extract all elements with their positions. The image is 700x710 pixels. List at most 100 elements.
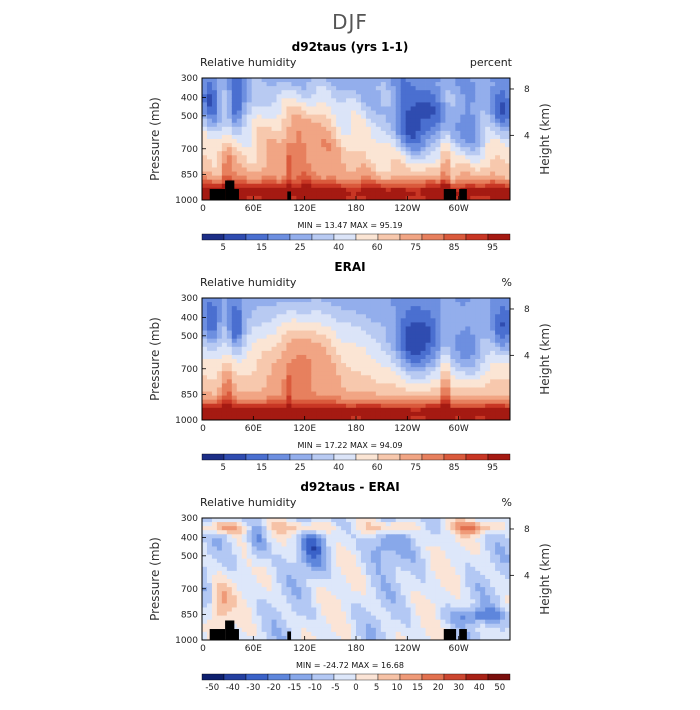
heatmap-cell [386,192,391,196]
heatmap-cell [396,102,401,106]
heatmap-cell [391,392,396,396]
heatmap-cell [242,188,247,192]
heatmap-cell [470,98,475,102]
heatmap-cell [207,94,212,98]
heatmap-cell [222,534,227,538]
heatmap-cell [386,383,391,387]
heatmap-cell [445,102,450,106]
heatmap-cell [227,102,232,106]
heatmap-cell [391,375,396,379]
heatmap-cell [465,184,470,188]
heatmap-cell [450,363,455,367]
heatmap-cell [311,563,316,567]
heatmap-cell [232,559,237,563]
heatmap-cell [311,591,316,595]
heatmap-cell [286,163,291,167]
heatmap-cell [311,400,316,404]
heatmap-cell [242,151,247,155]
heatmap-cell [376,306,381,310]
heatmap-cell [291,359,296,363]
heatmap-cell [222,530,227,534]
heatmap-cell [426,363,431,367]
heatmap-cell [291,392,296,396]
heatmap-cell [356,412,361,416]
heatmap-cell [450,375,455,379]
heatmap-cell [341,326,346,330]
heatmap-cell [301,412,306,416]
heatmap-cell [470,379,475,383]
heatmap-cell [416,412,421,416]
heatmap-cell [272,555,277,559]
heatmap-cell [331,392,336,396]
heatmap-cell [262,563,267,567]
heatmap-cell [485,306,490,310]
heatmap-cell [202,587,207,591]
heatmap-cell [426,94,431,98]
heatmap-cell [326,302,331,306]
heatmap-cell [480,131,485,135]
heatmap-cell [316,188,321,192]
heatmap-cell [490,172,495,176]
heatmap-cell [435,298,440,302]
heatmap-cell [272,192,277,196]
heatmap-cell [281,188,286,192]
heatmap-cell [252,579,257,583]
heatmap-cell [401,184,406,188]
heatmap-cell [262,172,267,176]
heatmap-cell [416,355,421,359]
colorbar-label: 85 [449,463,460,473]
heatmap-cell [341,94,346,98]
heatmap-cell [346,119,351,123]
heatmap-cell [207,387,212,391]
heatmap-cell [401,90,406,94]
heatmap-cell [391,310,396,314]
heatmap-cell [381,522,386,526]
heatmap-cell [366,387,371,391]
heatmap-cell [421,135,426,139]
heatmap-cell [376,534,381,538]
heatmap-cell [426,351,431,355]
heatmap-cell [296,603,301,607]
heatmap-cell [257,396,262,400]
heatmap-cell [227,306,232,310]
heatmap-cell [351,534,356,538]
heatmap-cell [331,612,336,616]
heatmap-cell [316,363,321,367]
heatmap-cell [262,127,267,131]
heatmap-cell [202,530,207,534]
heatmap-cell [401,298,406,302]
heatmap-cell [495,383,500,387]
heatmap-cell [277,587,282,591]
heatmap-cell [316,351,321,355]
heatmap-cell [371,612,376,616]
heatmap-cell [431,326,436,330]
heatmap-cell [267,587,272,591]
heatmap-cell [296,139,301,143]
heatmap-cell [277,159,282,163]
heatmap-cell [366,306,371,310]
heatmap-cell [391,135,396,139]
heatmap-cell [341,396,346,400]
heatmap-cell [341,624,346,628]
heatmap-cell [237,159,242,163]
heatmap-cell [207,612,212,616]
heatmap-cell [242,367,247,371]
heatmap-cell [326,534,331,538]
heatmap-cell [296,607,301,611]
heatmap-cell [431,335,436,339]
heatmap-cell [257,530,262,534]
heatmap-cell [311,603,316,607]
heatmap-cell [262,139,267,143]
heatmap-cell [217,106,222,110]
heatmap-cell [311,612,316,616]
heatmap-cell [475,163,480,167]
heatmap-cell [252,367,257,371]
heatmap-cell [381,339,386,343]
heatmap-cell [227,567,232,571]
heatmap-cell [331,522,336,526]
heatmap-cell [371,522,376,526]
heatmap-cell [267,135,272,139]
heatmap-cell [296,306,301,310]
heatmap-cell [361,143,366,147]
heatmap-cell [291,302,296,306]
